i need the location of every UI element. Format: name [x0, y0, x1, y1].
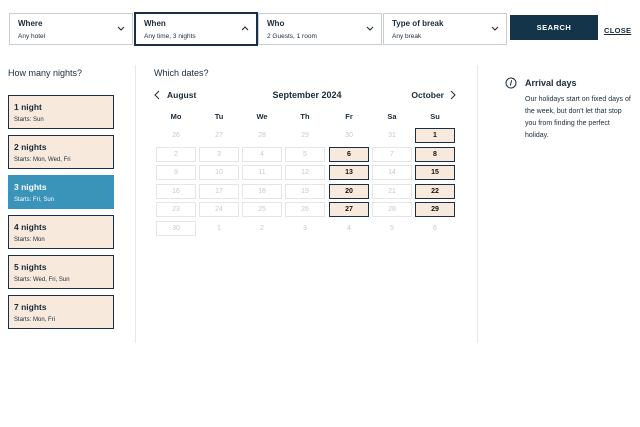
field-value: 2 Guests, 1 room — [267, 33, 317, 40]
day-cell: 3 — [303, 224, 307, 232]
day-cell: 2 — [156, 146, 196, 162]
field-value: Any break — [392, 33, 422, 40]
weekday: Mo — [170, 112, 182, 121]
day-cell: 26 — [172, 132, 180, 139]
night-label: 4 nights — [14, 222, 47, 232]
day-cell: 9 — [156, 165, 196, 180]
day-cell: 5 — [285, 146, 325, 162]
day-cell: 17 — [199, 183, 239, 199]
section-title: How many nights? — [8, 68, 83, 78]
chevron — [491, 26, 499, 31]
day-cell[interactable]: 20 — [329, 183, 369, 199]
info-text: Our holidays start on fixed days of the … — [525, 96, 631, 139]
day-cell[interactable]: 22 — [415, 183, 455, 199]
day-cell: 23 — [156, 202, 196, 217]
day-cell[interactable]: 8 — [415, 146, 455, 162]
night-option[interactable]: 4 nights Starts: Mon — [8, 215, 114, 249]
weekday: Sa — [387, 112, 397, 121]
night-starts: Starts: Mon — [14, 237, 45, 243]
day-cell: 11 — [242, 165, 282, 180]
current-month: September 2024 — [272, 90, 342, 100]
prev-month[interactable]: August — [167, 90, 197, 100]
day-cell: 4 — [242, 146, 282, 162]
night-label: 7 nights — [14, 302, 47, 312]
day-cell: 7 — [372, 146, 412, 162]
day-cell: 21 — [372, 183, 412, 199]
day-cell: 26 — [285, 202, 325, 217]
day-cell: 25 — [242, 202, 282, 217]
day-cell: 5 — [390, 224, 394, 232]
day-cell: 3 — [199, 146, 239, 162]
day-cell: 28 — [372, 202, 412, 217]
night-starts: Starts: Wed, Fri, Sun — [14, 277, 70, 283]
chevron — [366, 26, 374, 31]
night-label: 1 night — [14, 102, 42, 112]
chevron — [117, 26, 125, 31]
info-title: Arrival days — [525, 78, 577, 88]
night-option[interactable]: 5 nights Starts: Wed, Fri, Sun — [8, 255, 114, 289]
section-title: Which dates? — [154, 68, 209, 78]
field-label: Type of break — [392, 19, 444, 28]
day-cell: 30 — [156, 220, 196, 236]
divider — [477, 65, 478, 343]
chevron — [241, 26, 249, 31]
day-cell: 27 — [215, 132, 223, 139]
day-cell: 19 — [285, 183, 325, 199]
divider — [135, 65, 136, 343]
day-cell: 16 — [156, 183, 196, 199]
day-cell: 12 — [285, 165, 325, 180]
info-icon — [505, 77, 517, 89]
day-cell[interactable]: 29 — [415, 202, 455, 217]
field-value: Any time, 3 nights — [144, 33, 196, 40]
night-starts: Starts: Mon, Fri — [14, 317, 56, 323]
weekday: We — [256, 112, 268, 121]
day-cell: 28 — [258, 132, 266, 139]
search-field[interactable]: When Any time, 3 nights — [134, 12, 258, 46]
night-starts: Starts: Mon, Wed, Fri — [14, 157, 71, 163]
day-cell: 2 — [260, 224, 264, 232]
day-cell: 14 — [372, 165, 412, 180]
search-button[interactable]: SEARCH — [510, 15, 598, 40]
weekday: Th — [300, 112, 310, 121]
day-cell[interactable]: 1 — [415, 128, 455, 143]
search-field[interactable]: Type of break Any break — [383, 13, 507, 45]
next-month[interactable]: October — [411, 90, 444, 100]
weekday: Tu — [214, 112, 224, 121]
day-cell[interactable]: 13 — [329, 165, 369, 180]
day-cell: 31 — [388, 132, 396, 139]
night-starts: Starts: Sun — [14, 117, 44, 123]
weekday: Fr — [345, 112, 353, 121]
day-cell: 30 — [345, 132, 353, 139]
night-option[interactable]: 3 nights Starts: Fri, Sun — [8, 175, 114, 209]
field-label: When — [144, 19, 166, 28]
field-label: Who — [267, 19, 285, 28]
day-cell: 24 — [199, 202, 239, 217]
day-cell[interactable]: 27 — [329, 202, 369, 217]
prev-arrow[interactable] — [153, 90, 161, 100]
close-link[interactable]: CLOSE — [604, 26, 632, 35]
search-field[interactable]: Where Any hotel — [9, 13, 133, 45]
day-cell: 10 — [199, 165, 239, 180]
day-cell: 1 — [217, 224, 221, 232]
night-label: 5 nights — [14, 262, 47, 272]
weekday: Su — [430, 112, 440, 121]
night-label: 3 nights — [14, 182, 47, 192]
day-cell[interactable]: 6 — [329, 146, 369, 162]
night-starts: Starts: Fri, Sun — [14, 197, 55, 203]
night-label: 2 nights — [14, 142, 47, 152]
field-label: Where — [18, 19, 43, 28]
field-value: Any hotel — [18, 33, 46, 40]
search-field[interactable]: Who 2 Guests, 1 room — [258, 13, 382, 45]
day-cell: 4 — [347, 224, 351, 232]
day-cell: 18 — [242, 183, 282, 199]
day-cell[interactable]: 15 — [415, 165, 455, 180]
night-option[interactable]: 7 nights Starts: Mon, Fri — [8, 295, 114, 329]
night-option[interactable]: 1 night Starts: Sun — [8, 95, 114, 129]
day-cell: 6 — [433, 224, 437, 232]
night-option[interactable]: 2 nights Starts: Mon, Wed, Fri — [8, 135, 114, 169]
next-arrow[interactable] — [449, 90, 457, 100]
day-cell: 29 — [301, 132, 309, 139]
